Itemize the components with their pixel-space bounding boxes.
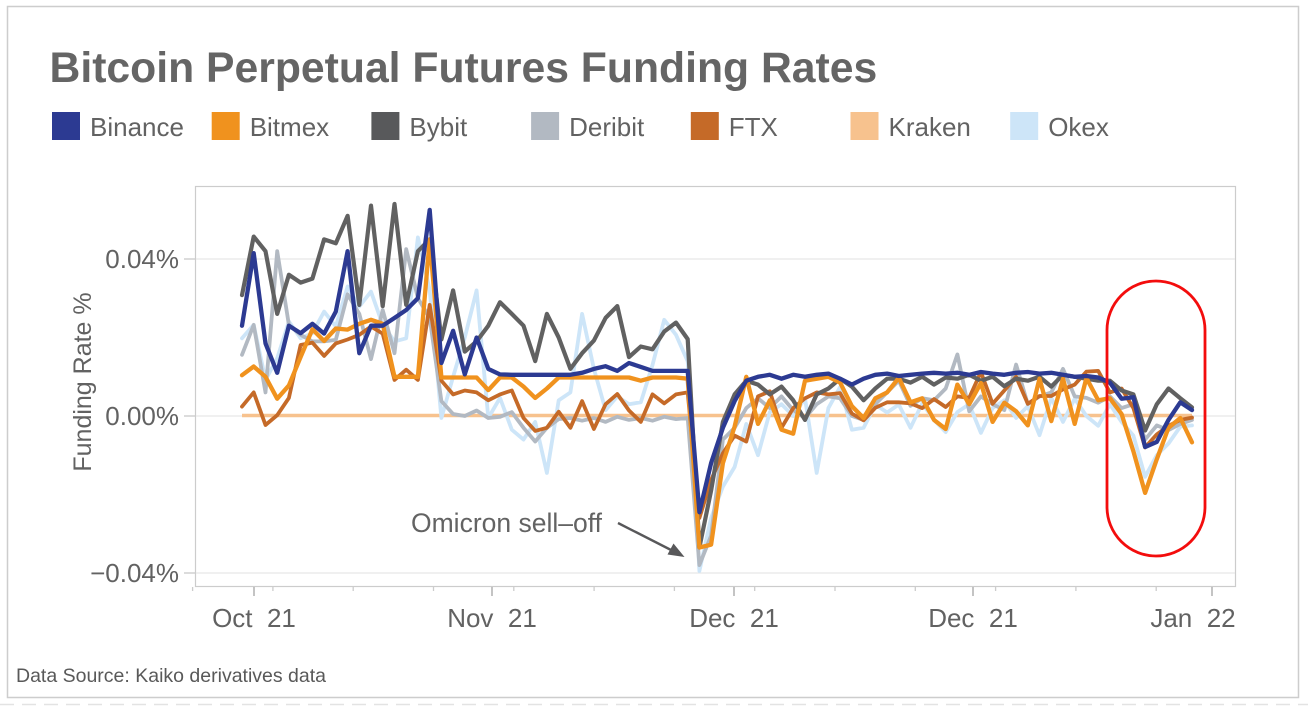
svg-text:0.04%: 0.04% xyxy=(105,244,179,274)
svg-text:Bitcoin Perpetual Futures Fund: Bitcoin Perpetual Futures Funding Rates xyxy=(50,44,878,92)
svg-text:Bitmex: Bitmex xyxy=(250,112,329,142)
svg-text:Dec 21: Dec 21 xyxy=(928,603,1018,633)
svg-text:0.00%: 0.00% xyxy=(105,401,179,431)
svg-text:Okex: Okex xyxy=(1048,112,1109,142)
svg-text:Data Source: Kaiko derivatives: Data Source: Kaiko derivatives data xyxy=(16,665,326,687)
svg-text:FTX: FTX xyxy=(729,112,778,142)
svg-text:Deribit: Deribit xyxy=(569,112,645,142)
svg-text:Omicron sell–off: Omicron sell–off xyxy=(411,508,603,538)
svg-text:Binance: Binance xyxy=(90,112,184,142)
svg-text:Nov 21: Nov 21 xyxy=(447,603,537,633)
svg-text:Dec 21: Dec 21 xyxy=(689,603,779,633)
svg-text:Kraken: Kraken xyxy=(889,112,971,142)
svg-text:Funding Rate %: Funding Rate % xyxy=(69,292,97,471)
svg-text:Bybit: Bybit xyxy=(409,112,468,142)
svg-text:Oct 21: Oct 21 xyxy=(212,603,296,633)
svg-text:−0.04%: −0.04% xyxy=(90,558,179,588)
svg-text:Jan 22: Jan 22 xyxy=(1150,603,1235,633)
